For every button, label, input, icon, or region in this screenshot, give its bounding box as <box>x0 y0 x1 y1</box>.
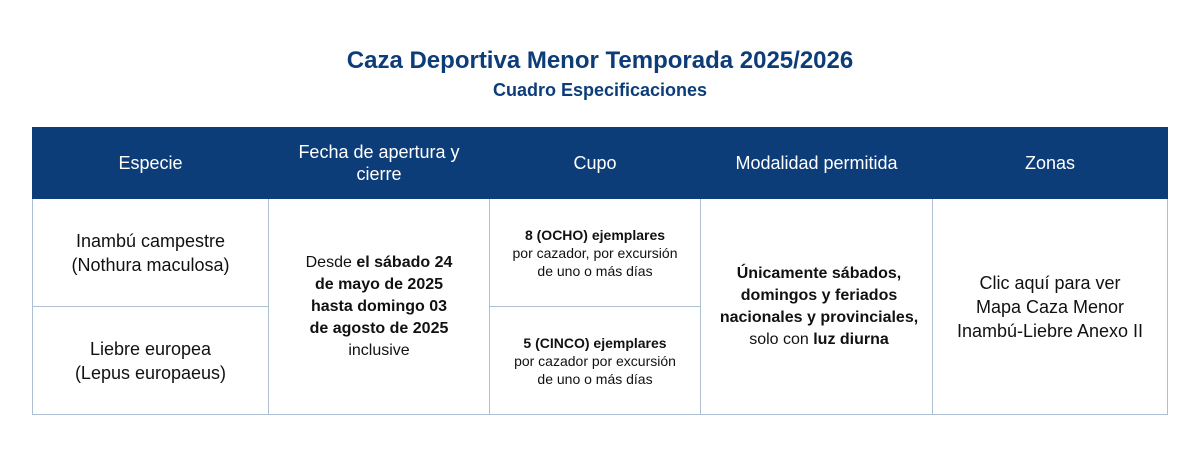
cupo-detail: por cazador, por excursión de uno o más … <box>512 244 678 279</box>
modalidad-light: luz diurna <box>813 330 889 348</box>
table-row: Liebre europea (Lepus europaeus) 5 (CINC… <box>32 306 1168 415</box>
cupo-cell-liebre: 5 (CINCO) ejemplares por cazador por excu… <box>489 306 701 415</box>
fecha-suffix: inclusive <box>348 341 410 359</box>
table-row: Inambú campestre (Nothura maculosa) Desd… <box>32 198 1168 415</box>
especie-cell-inambu: Inambú campestre (Nothura maculosa) <box>32 198 269 307</box>
fecha-dates: el sábado 24 de mayo de 2025 hasta domin… <box>309 253 453 337</box>
especie-cell-liebre: Liebre europea (Lepus europaeus) <box>32 306 269 415</box>
cupo-amount: 5 (CINCO) ejemplares <box>523 334 667 351</box>
especie-scientific-name: (Nothura maculosa) <box>71 254 230 275</box>
column-header-cupo: Cupo <box>489 127 701 199</box>
modalidad-cell: Únicamente sábados, domingos y feriados … <box>700 198 933 415</box>
modalidad-days: Únicamente sábados, domingos y feriados … <box>719 264 919 326</box>
specifications-table: Especie Fecha de apertura y cierre Cupo … <box>32 127 1168 415</box>
fecha-cell: Desde el sábado 24 de mayo de 2025 hasta… <box>268 198 490 415</box>
modalidad-middle: solo con <box>749 330 814 348</box>
page-title: Caza Deportiva Menor Temporada 2025/2026 <box>346 47 854 74</box>
especie-common-name: Inambú campestre <box>75 230 226 251</box>
column-header-modalidad: Modalidad permitida <box>700 127 933 199</box>
zonas-cell: Clic aquí para ver Mapa Caza Menor Inamb… <box>932 198 1168 415</box>
table-header-row: Especie Fecha de apertura y cierre Cupo … <box>32 127 1168 199</box>
zonas-map-link[interactable]: Clic aquí para ver Mapa Caza Menor Inamb… <box>956 272 1144 341</box>
column-header-especie: Especie <box>32 127 269 199</box>
page-subtitle: Cuadro Especificaciones <box>492 80 708 100</box>
cupo-text: 8 (OCHO) ejemplares por cazador, por excu… <box>510 226 680 280</box>
cupo-text: 5 (CINCO) ejemplares por cazador por excu… <box>510 334 680 388</box>
column-header-fecha: Fecha de apertura y cierre <box>268 127 490 199</box>
fecha-prefix: Desde <box>305 253 357 271</box>
especie-common-name: Liebre europea <box>89 338 212 359</box>
cupo-cell-inambu: 8 (OCHO) ejemplares por cazador, por excu… <box>489 198 701 307</box>
cupo-detail: por cazador por excursión de uno o más d… <box>514 352 676 387</box>
especie-scientific-name: (Lepus europaeus) <box>74 362 227 383</box>
cupo-amount: 8 (OCHO) ejemplares <box>524 226 666 243</box>
column-header-zonas: Zonas <box>932 127 1168 199</box>
fecha-text: Desde el sábado 24 de mayo de 2025 hasta… <box>304 252 454 362</box>
modalidad-text: Únicamente sábados, domingos y feriados … <box>709 263 929 351</box>
